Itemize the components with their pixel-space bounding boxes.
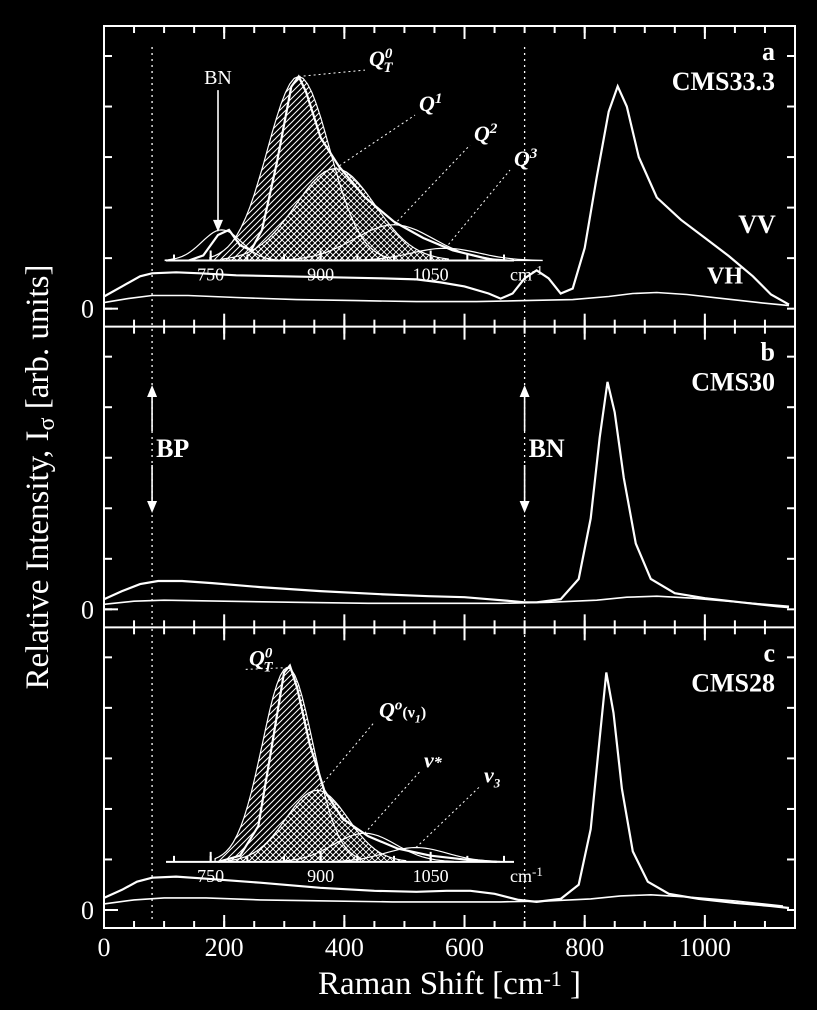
panel-a-letter: a [762, 37, 775, 66]
inset-bn-label: BN [204, 67, 232, 89]
panel-b-letter: b [761, 338, 775, 367]
vh-label: VH [707, 263, 743, 289]
label-bn: BN [529, 434, 565, 463]
y-tick-zero: 0 [81, 595, 94, 624]
panel-a-sample: CMS33.3 [672, 67, 775, 96]
x-tick-label: 0 [98, 933, 111, 962]
label-bp: BP [156, 434, 189, 463]
panel-c-sample: CMS28 [691, 668, 775, 697]
panel-b-sample: CMS30 [691, 368, 775, 397]
raman-figure: 02004006008001000000Relative Intensity, … [0, 0, 817, 1010]
inset-tick: 750 [197, 265, 224, 285]
x-tick-label: 400 [325, 933, 364, 962]
inset-tick: 900 [307, 265, 334, 285]
x-tick-label: 600 [445, 933, 484, 962]
vv-label: VV [738, 210, 776, 239]
y-tick-zero: 0 [81, 896, 94, 925]
x-tick-label: 800 [565, 933, 604, 962]
y-tick-zero: 0 [81, 295, 94, 324]
x-tick-label: 1000 [679, 933, 731, 962]
x-tick-label: 200 [205, 933, 244, 962]
inset-tick: 750 [197, 866, 224, 886]
inset-tick: 1050 [413, 866, 449, 886]
panel-c-letter: c [763, 638, 775, 667]
inset-tick: 1050 [413, 265, 449, 285]
x-axis-label: Raman Shift [cm-1 ] [318, 966, 581, 1002]
y-axis-label: Relative Intensity, Iσ [arb. units] [20, 264, 60, 689]
inset-tick: 900 [307, 866, 334, 886]
